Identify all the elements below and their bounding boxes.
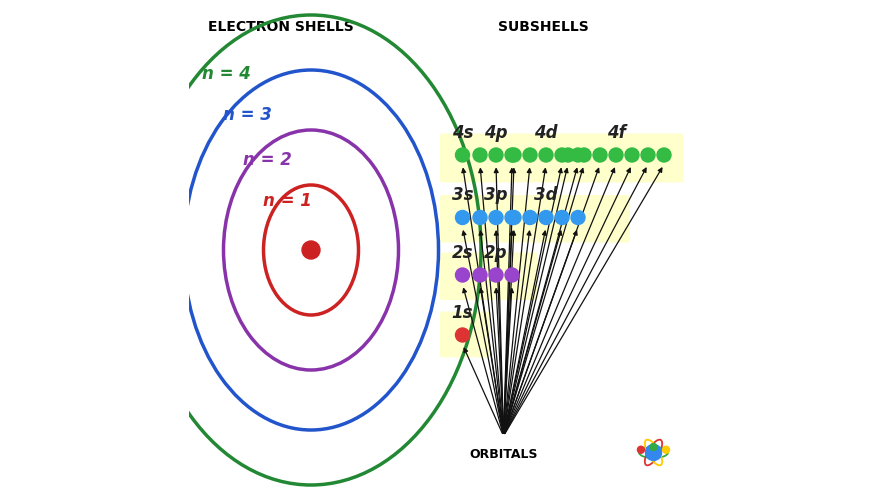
Text: 1s: 1s xyxy=(452,304,474,322)
Text: 4p: 4p xyxy=(484,124,508,142)
Circle shape xyxy=(505,268,519,282)
Text: 4s: 4s xyxy=(452,124,474,142)
FancyBboxPatch shape xyxy=(440,312,490,358)
FancyBboxPatch shape xyxy=(440,195,630,242)
Text: ELECTRON SHELLS: ELECTRON SHELLS xyxy=(208,20,354,34)
Circle shape xyxy=(539,148,553,162)
Circle shape xyxy=(555,148,569,162)
Text: 3p: 3p xyxy=(484,186,508,204)
Circle shape xyxy=(523,148,537,162)
Text: 2s: 2s xyxy=(452,244,474,262)
Text: 3d: 3d xyxy=(534,186,558,204)
Circle shape xyxy=(507,210,521,224)
Circle shape xyxy=(539,210,553,224)
Circle shape xyxy=(662,446,669,453)
Circle shape xyxy=(523,210,537,224)
Circle shape xyxy=(625,148,639,162)
Circle shape xyxy=(645,444,661,460)
Text: 4d: 4d xyxy=(534,124,558,142)
Circle shape xyxy=(593,148,607,162)
Circle shape xyxy=(489,148,503,162)
Circle shape xyxy=(489,268,503,282)
Circle shape xyxy=(455,210,469,224)
Circle shape xyxy=(507,148,521,162)
Circle shape xyxy=(505,210,519,224)
Text: ORBITALS: ORBITALS xyxy=(469,448,538,460)
Circle shape xyxy=(577,148,591,162)
Circle shape xyxy=(489,210,503,224)
Text: n = 1: n = 1 xyxy=(263,192,311,210)
Circle shape xyxy=(555,210,569,224)
FancyBboxPatch shape xyxy=(440,134,683,182)
Text: n = 4: n = 4 xyxy=(202,64,251,82)
Circle shape xyxy=(302,241,320,259)
Circle shape xyxy=(505,148,519,162)
Circle shape xyxy=(455,268,469,282)
Text: 4f: 4f xyxy=(607,124,625,142)
Circle shape xyxy=(641,148,655,162)
Text: n = 2: n = 2 xyxy=(243,151,292,169)
Text: n = 3: n = 3 xyxy=(223,106,272,124)
Circle shape xyxy=(473,268,487,282)
Circle shape xyxy=(571,210,585,224)
FancyBboxPatch shape xyxy=(440,252,538,300)
Circle shape xyxy=(455,328,469,342)
Circle shape xyxy=(571,148,585,162)
Circle shape xyxy=(473,210,487,224)
Circle shape xyxy=(473,148,487,162)
Circle shape xyxy=(455,148,469,162)
Circle shape xyxy=(650,444,657,450)
Text: 3s: 3s xyxy=(452,186,474,204)
Circle shape xyxy=(657,148,671,162)
Circle shape xyxy=(609,148,623,162)
Circle shape xyxy=(561,148,575,162)
Text: 2p: 2p xyxy=(484,244,508,262)
Text: SUBSHELLS: SUBSHELLS xyxy=(498,20,588,34)
Circle shape xyxy=(638,446,645,453)
